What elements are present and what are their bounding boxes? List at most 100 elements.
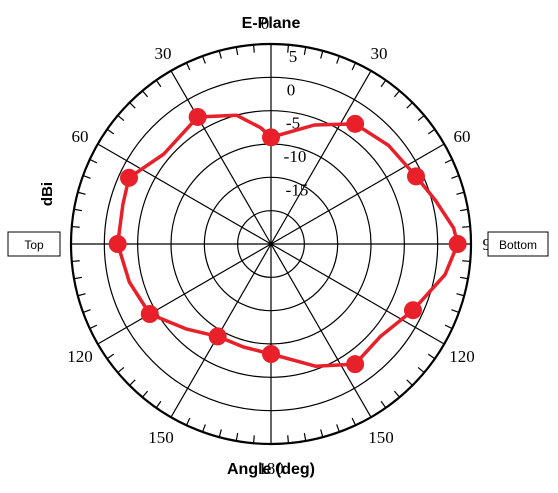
grid-spoke (97, 143, 272, 245)
minor-tick (462, 260, 471, 263)
top-label: Top (24, 238, 44, 252)
data-point (120, 168, 139, 187)
grid-spoke (170, 70, 272, 245)
angle-tick-label: 0 (261, 14, 270, 33)
minor-tick (287, 435, 290, 444)
minor-tick (336, 55, 340, 64)
minor-tick (89, 158, 98, 164)
minor-tick (456, 191, 465, 195)
data-point (407, 167, 426, 186)
minor-tick (218, 429, 222, 438)
minor-tick (444, 324, 453, 330)
series-layer (108, 107, 467, 374)
minor-tick (451, 309, 460, 313)
radial-tick-labels: 5 0 -5 -10 -15 (284, 47, 309, 199)
radial-tick-label: 5 (289, 47, 298, 66)
data-point (208, 327, 227, 346)
minor-tick (82, 309, 91, 313)
data-point (448, 235, 467, 253)
y-axis-label: dBi (39, 182, 56, 206)
data-point (346, 114, 365, 133)
minor-tick (117, 114, 125, 122)
minor-tick (380, 79, 387, 88)
angle-tick-label: 60 (71, 127, 88, 146)
radial-tick-label: -10 (284, 147, 307, 166)
minor-tick (117, 366, 125, 374)
data-point (108, 235, 127, 253)
angle-tick-label: 30 (155, 44, 172, 63)
minor-tick (351, 62, 357, 71)
radial-tick-label: 0 (287, 80, 296, 99)
minor-tick (427, 353, 436, 360)
data-point (262, 128, 280, 147)
minor-tick (73, 208, 83, 212)
minor-tick (444, 158, 453, 164)
polar-grid (69, 42, 473, 446)
angle-tick-label: 180 (258, 459, 284, 478)
minor-tick (393, 390, 401, 398)
minor-tick (106, 128, 115, 135)
minor-tick (459, 208, 469, 212)
minor-tick (252, 435, 255, 444)
minor-tick (82, 175, 91, 179)
minor-tick (141, 90, 149, 98)
radial-tick-label: -5 (286, 114, 300, 133)
minor-tick (252, 44, 255, 53)
minor-tick (89, 324, 98, 330)
minor-tick (235, 432, 239, 442)
minor-tick (155, 79, 162, 88)
data-point (403, 301, 422, 320)
angle-tick-label: 150 (148, 428, 174, 447)
minor-tick (406, 102, 413, 109)
minor-tick (185, 62, 191, 71)
minor-tick (320, 429, 324, 438)
minor-tick (141, 390, 149, 398)
minor-tick (393, 90, 401, 98)
angle-tick-label: 60 (454, 127, 471, 146)
angle-tick-label: 120 (449, 347, 475, 366)
minor-tick (129, 379, 136, 386)
minor-tick (380, 400, 387, 409)
minor-tick (303, 46, 307, 56)
minor-tick (71, 260, 80, 263)
minor-tick (129, 102, 136, 109)
minor-tick (77, 191, 86, 195)
minor-tick (303, 432, 307, 442)
bottom-label-box: Bottom (487, 231, 549, 257)
data-point (262, 345, 280, 363)
minor-tick (456, 293, 465, 297)
radial-tick-label: -15 (286, 180, 309, 199)
minor-tick (336, 424, 340, 433)
minor-tick (417, 114, 425, 122)
minor-tick (218, 50, 222, 59)
data-point (188, 107, 207, 126)
angle-tick-labels: 0306090120150180150120906030 (41, 14, 500, 478)
minor-tick (459, 276, 469, 280)
minor-tick (71, 225, 80, 228)
grid-spoke (97, 243, 272, 345)
grid-spoke (270, 143, 445, 245)
angle-tick-label: 150 (368, 428, 394, 447)
data-point (346, 355, 365, 374)
x-axis-label: Angle (deg) (227, 461, 315, 478)
chart-title: E-Plane (242, 15, 301, 32)
top-label-box: Top (7, 231, 61, 257)
angle-tick-label: 120 (67, 347, 93, 366)
minor-tick (427, 128, 436, 135)
minor-tick (351, 417, 357, 426)
minor-tick (106, 353, 115, 360)
bottom-label: Bottom (499, 238, 537, 252)
minor-tick (451, 175, 460, 179)
grid-spoke (270, 70, 372, 245)
minor-tick (235, 46, 239, 56)
minor-tick (155, 400, 162, 409)
angle-tick-label: 30 (371, 44, 388, 63)
minor-tick (185, 417, 191, 426)
minor-tick (202, 424, 206, 433)
minor-tick (202, 55, 206, 64)
minor-tick (417, 366, 425, 374)
minor-tick (462, 225, 471, 228)
grid-spoke (270, 243, 445, 345)
minor-tick (77, 293, 86, 297)
minor-tick (287, 44, 290, 53)
